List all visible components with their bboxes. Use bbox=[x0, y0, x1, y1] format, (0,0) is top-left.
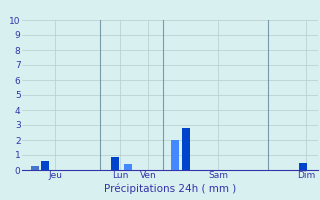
Bar bbox=[171, 140, 179, 170]
X-axis label: Précipitations 24h ( mm ): Précipitations 24h ( mm ) bbox=[104, 183, 236, 194]
Bar bbox=[182, 128, 190, 170]
Bar bbox=[31, 166, 39, 170]
Bar bbox=[124, 164, 132, 170]
Bar bbox=[41, 161, 49, 170]
Bar bbox=[111, 156, 119, 170]
Bar bbox=[299, 162, 307, 170]
